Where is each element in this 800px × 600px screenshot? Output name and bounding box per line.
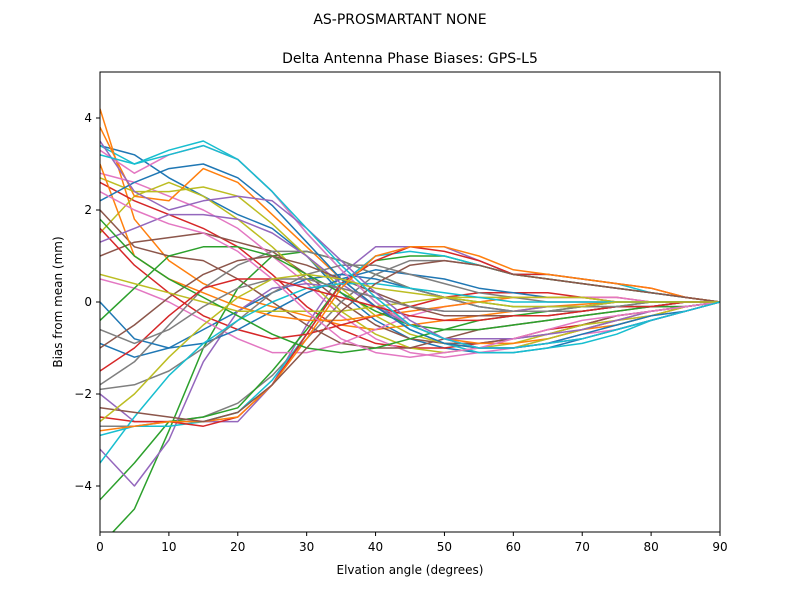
x-tick-label: 50 — [437, 540, 452, 554]
x-tick-label: 30 — [299, 540, 314, 554]
chart-suptitle: AS-PROSMARTANT NONE — [313, 12, 486, 28]
y-tick-label: −2 — [74, 387, 92, 401]
y-tick-label: 2 — [84, 203, 92, 217]
x-tick-label: 90 — [712, 540, 727, 554]
chart-title: Delta Antenna Phase Biases: GPS-L5 — [282, 51, 538, 67]
x-tick-label: 40 — [368, 540, 383, 554]
x-tick-label: 70 — [575, 540, 590, 554]
y-axis-label: Bias from mean (mm) — [51, 236, 65, 367]
x-tick-label: 10 — [161, 540, 176, 554]
series-line-37 — [100, 190, 720, 358]
series-line-39 — [100, 273, 720, 423]
series-line-31 — [100, 163, 720, 349]
y-tick-label: 4 — [84, 111, 92, 125]
series-layer — [100, 108, 720, 532]
series-line-38 — [100, 278, 720, 345]
x-tick-label: 60 — [506, 540, 521, 554]
y-tick-label: −4 — [74, 479, 92, 493]
y-axis: −4 −2 0 2 4 — [74, 111, 100, 493]
x-tick-label: 80 — [643, 540, 658, 554]
x-tick-label: 0 — [96, 540, 104, 554]
x-axis-label: Elvation angle (degrees) — [337, 563, 484, 577]
series-line-40 — [100, 144, 720, 349]
x-tick-label: 20 — [230, 540, 245, 554]
series-line-36 — [100, 259, 720, 423]
x-axis: 0 10 20 30 40 50 60 70 80 90 — [96, 532, 728, 554]
y-tick-label: 0 — [84, 295, 92, 309]
